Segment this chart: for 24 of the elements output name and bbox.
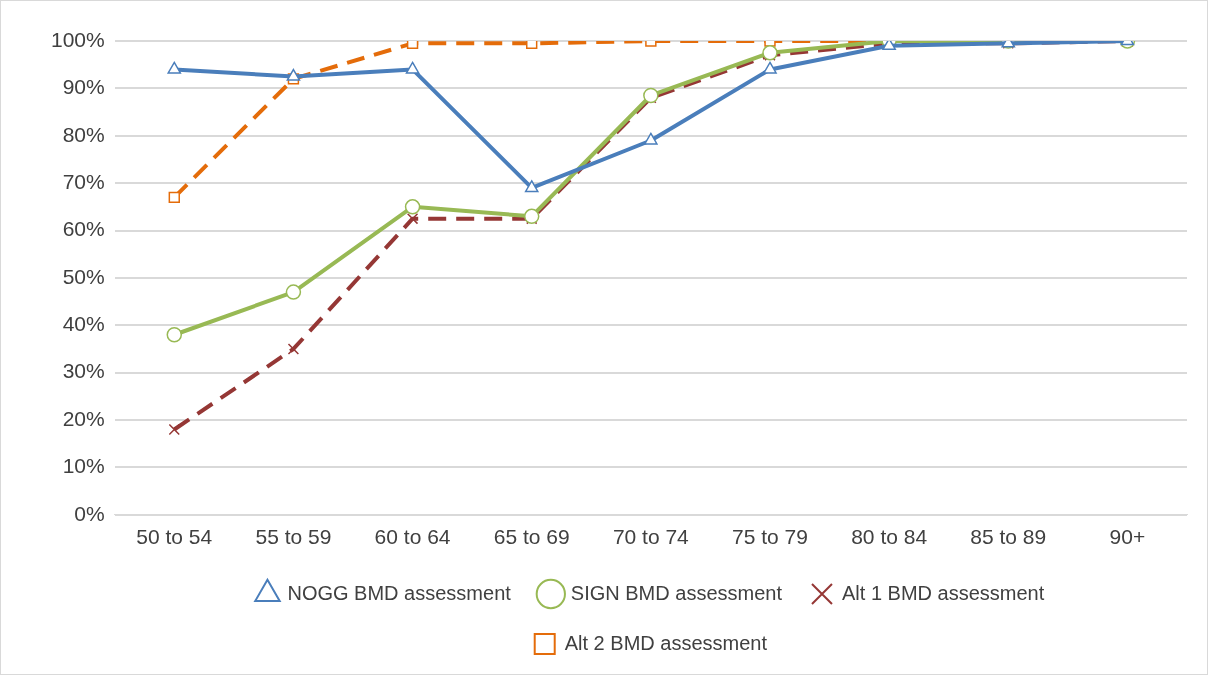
y-tick-label: 30% [62,359,105,383]
y-tick-label: 90% [62,75,105,99]
y-tick-label: 100% [50,27,105,51]
x-tick-label: 65 to 69 [493,525,570,549]
x-tick-label: 80 to 84 [851,525,928,549]
y-tick-label: 50% [62,264,105,288]
x-tick-label: 85 to 89 [970,525,1047,549]
y-tick-label: 80% [62,122,105,146]
y-tick-label: 20% [62,406,105,430]
x-tick-label: 50 to 54 [136,525,213,549]
x-tick-label: 55 to 59 [255,525,332,549]
x-tick-label: 60 to 64 [374,525,451,549]
legend-label: Alt 2 BMD assessment [564,631,768,654]
y-tick-label: 70% [62,169,105,193]
y-tick-label: 10% [62,454,105,478]
y-tick-label: 60% [62,217,105,241]
y-tick-label: 40% [62,312,105,336]
x-tick-label: 90+ [1109,525,1146,549]
y-tick-label: 0% [74,501,105,525]
legend-label: SIGN BMD assessment [570,581,783,604]
legend-label: Alt 1 BMD assessment [841,581,1045,604]
x-tick-label: 70 to 74 [612,525,690,549]
legend-label: NOGG BMD assessment [287,581,512,604]
x-tick-label: 75 to 79 [732,525,808,549]
